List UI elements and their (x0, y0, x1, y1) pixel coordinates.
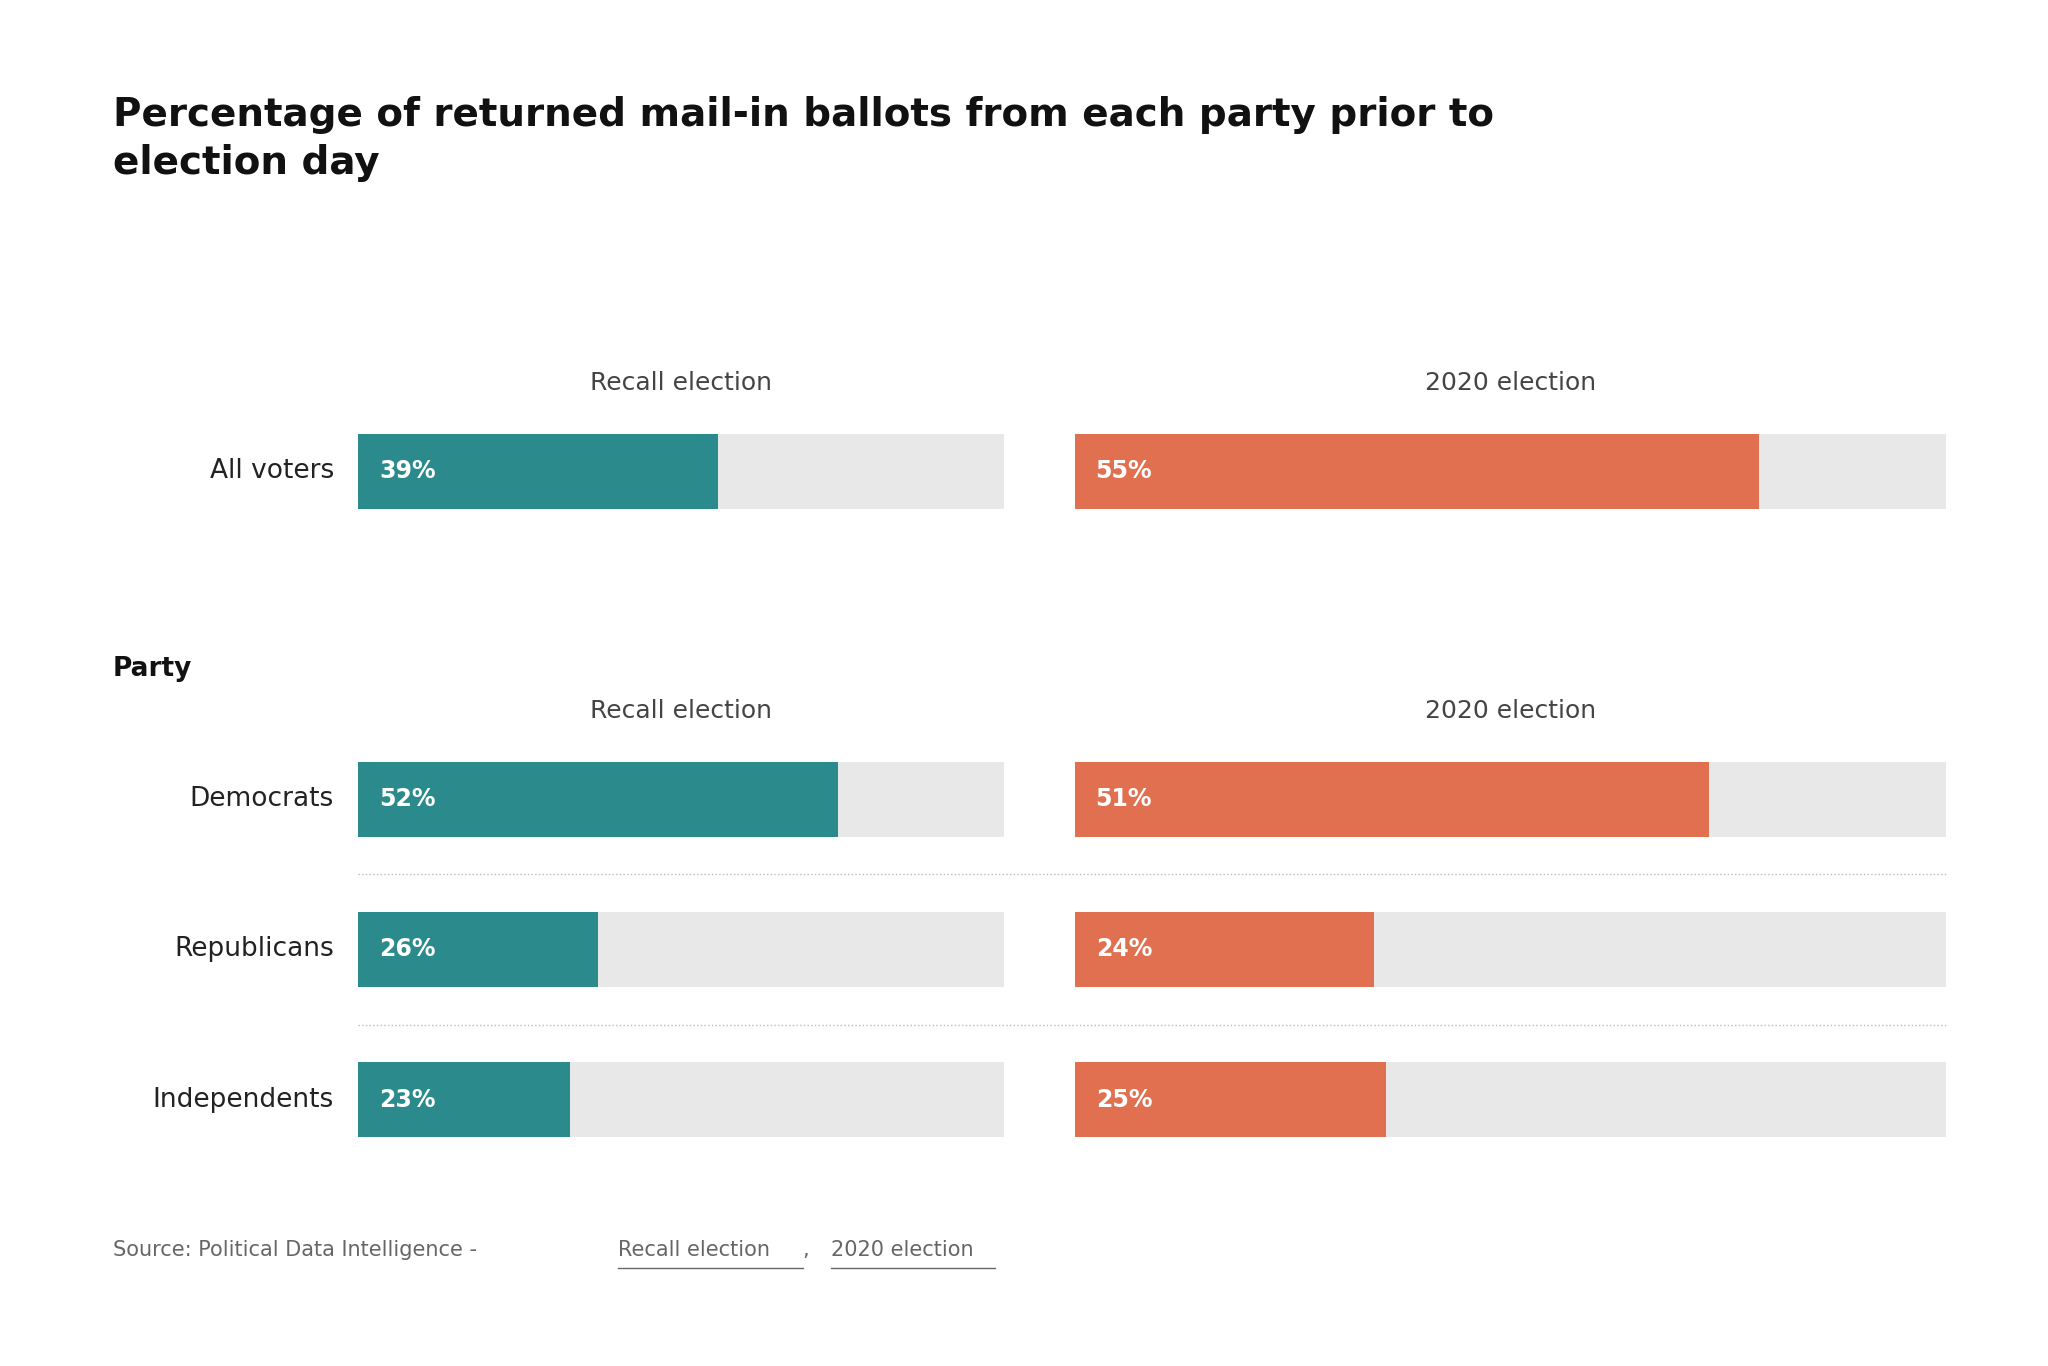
Bar (1075, 762, 1710, 836)
Text: Democrats: Democrats (190, 785, 334, 813)
Bar (1075, 762, 1946, 836)
Bar (358, 1063, 569, 1137)
Bar (1075, 433, 1759, 508)
Bar (1075, 1063, 1386, 1137)
Bar (358, 433, 1004, 508)
Bar (1075, 912, 1946, 986)
Text: Recall election: Recall election (618, 1240, 770, 1259)
Bar (358, 433, 719, 508)
Bar (358, 762, 838, 836)
Text: 55%: 55% (1096, 459, 1153, 484)
Text: Recall election: Recall election (590, 699, 772, 723)
Bar (1075, 1063, 1946, 1137)
Text: Percentage of returned mail-in ballots from each party prior to
election day: Percentage of returned mail-in ballots f… (113, 96, 1493, 182)
Bar (358, 762, 1004, 836)
Text: 51%: 51% (1096, 787, 1153, 811)
Bar (358, 1063, 1004, 1137)
Text: 24%: 24% (1096, 937, 1153, 962)
Text: 26%: 26% (379, 937, 436, 962)
Text: Independents: Independents (152, 1086, 334, 1113)
Text: 23%: 23% (379, 1087, 436, 1112)
Text: 39%: 39% (379, 459, 436, 484)
Text: Source: Political Data Intelligence -: Source: Political Data Intelligence - (113, 1240, 483, 1259)
Bar (358, 912, 1004, 986)
Text: 2020 election: 2020 election (1425, 699, 1595, 723)
Text: 52%: 52% (379, 787, 436, 811)
Text: ,: , (803, 1240, 815, 1259)
Text: 2020 election: 2020 election (1425, 372, 1595, 396)
Text: Party: Party (113, 656, 193, 683)
Bar (1075, 912, 1374, 986)
Text: Republicans: Republicans (174, 936, 334, 963)
Text: Recall election: Recall election (590, 372, 772, 396)
Bar (1075, 433, 1946, 508)
Bar (358, 912, 598, 986)
Text: All voters: All voters (209, 458, 334, 485)
Text: 2020 election: 2020 election (831, 1240, 975, 1259)
Text: 25%: 25% (1096, 1087, 1153, 1112)
